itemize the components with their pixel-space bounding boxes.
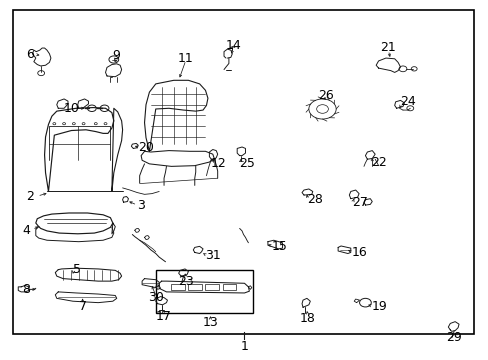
Text: 10: 10	[63, 102, 80, 115]
Text: 16: 16	[351, 246, 367, 259]
Text: 31: 31	[205, 249, 221, 262]
Text: 24: 24	[400, 95, 415, 108]
Bar	[156, 270, 253, 314]
Text: 30: 30	[147, 291, 163, 304]
Text: 21: 21	[380, 41, 395, 54]
Text: 12: 12	[210, 157, 225, 170]
Bar	[222, 284, 236, 291]
Text: 6: 6	[26, 48, 34, 61]
Text: 5: 5	[73, 263, 81, 276]
Text: 7: 7	[79, 300, 86, 313]
Text: 23: 23	[178, 275, 193, 288]
Bar	[188, 284, 202, 291]
Text: 29: 29	[445, 331, 461, 344]
Text: 3: 3	[137, 199, 145, 212]
Text: 8: 8	[22, 283, 30, 296]
Text: 13: 13	[202, 316, 218, 329]
Text: 14: 14	[225, 39, 241, 52]
Text: 19: 19	[370, 300, 386, 313]
Bar	[171, 284, 184, 291]
Text: 11: 11	[178, 51, 193, 64]
Text: 22: 22	[370, 156, 386, 169]
Text: 15: 15	[271, 240, 286, 253]
Text: 20: 20	[138, 141, 154, 154]
Bar	[205, 284, 219, 291]
Text: 17: 17	[156, 310, 172, 324]
Text: 25: 25	[239, 157, 255, 170]
Text: 28: 28	[306, 193, 322, 206]
Text: 1: 1	[240, 340, 248, 353]
Text: 4: 4	[22, 224, 30, 237]
Text: 27: 27	[351, 196, 367, 209]
Text: 9: 9	[112, 49, 120, 62]
Text: 26: 26	[318, 89, 334, 102]
Text: 18: 18	[299, 311, 315, 325]
Text: 2: 2	[26, 190, 34, 203]
